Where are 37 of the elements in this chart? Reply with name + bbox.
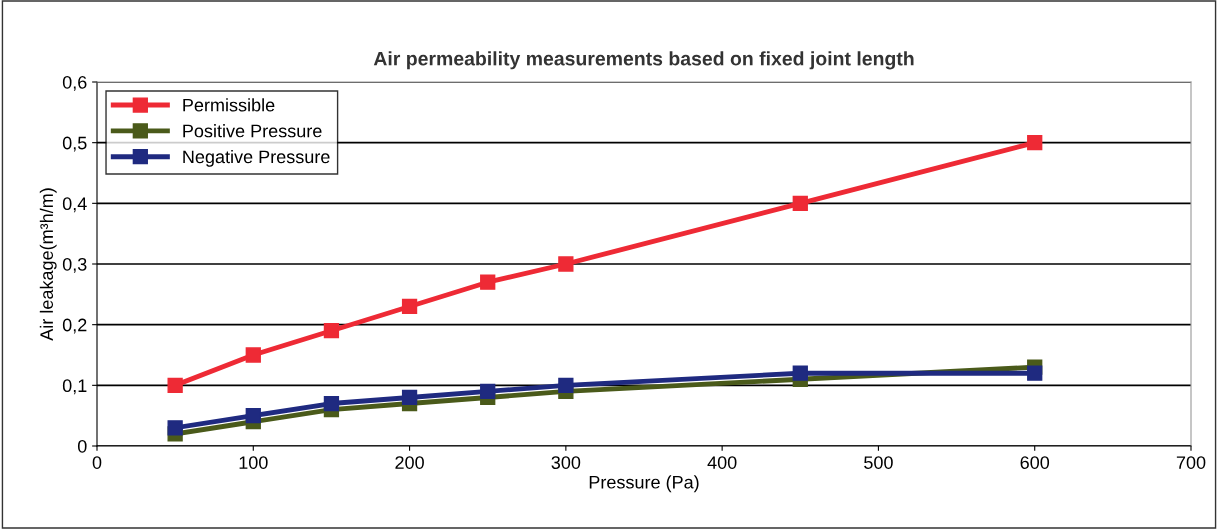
- point: [401, 298, 418, 315]
- x-tick-label: 200: [395, 456, 424, 469]
- y-tick-label: 0,5: [62, 136, 87, 152]
- point: [167, 420, 183, 436]
- point: [167, 377, 183, 393]
- y-tick-label: 0: [77, 439, 87, 453]
- y-axis-title: Air leakage(m³h/m): [39, 188, 57, 341]
- y-tick-label: 0,6: [62, 75, 87, 91]
- y-tick-label: 0,4: [62, 197, 87, 213]
- x-tick-label: 500: [864, 456, 893, 469]
- point: [245, 408, 261, 424]
- point: [792, 195, 808, 211]
- x-tick-label: 0: [92, 456, 102, 469]
- legend-label: Negative Pressure: [183, 149, 330, 167]
- point: [558, 256, 574, 272]
- y-tick-label: 0,2: [62, 318, 87, 334]
- x-tick-label: 300: [551, 456, 581, 469]
- point: [792, 365, 808, 381]
- point: [323, 395, 340, 412]
- y-tick-label: 0,1: [62, 379, 87, 395]
- point: [1027, 365, 1043, 381]
- x-tick-label: 400: [707, 456, 737, 469]
- x-tick-label: 600: [1020, 456, 1050, 469]
- point: [401, 389, 418, 406]
- x-tick-label: 700: [1176, 456, 1206, 469]
- point: [323, 323, 340, 339]
- x-axis-title: Pressure (Pa): [589, 475, 699, 493]
- point: [558, 377, 574, 393]
- y-tick-label: 0,3: [62, 257, 87, 273]
- legend-label: Positive Pressure: [183, 124, 322, 138]
- x-tick-label: 100: [239, 456, 268, 469]
- point: [245, 347, 261, 363]
- chart-title: Air permeability measurements based on fixed joint length: [373, 51, 914, 70]
- legend-label: Permissible: [183, 98, 275, 112]
- point: [480, 274, 496, 290]
- point: [1027, 135, 1043, 151]
- point: [480, 383, 496, 400]
